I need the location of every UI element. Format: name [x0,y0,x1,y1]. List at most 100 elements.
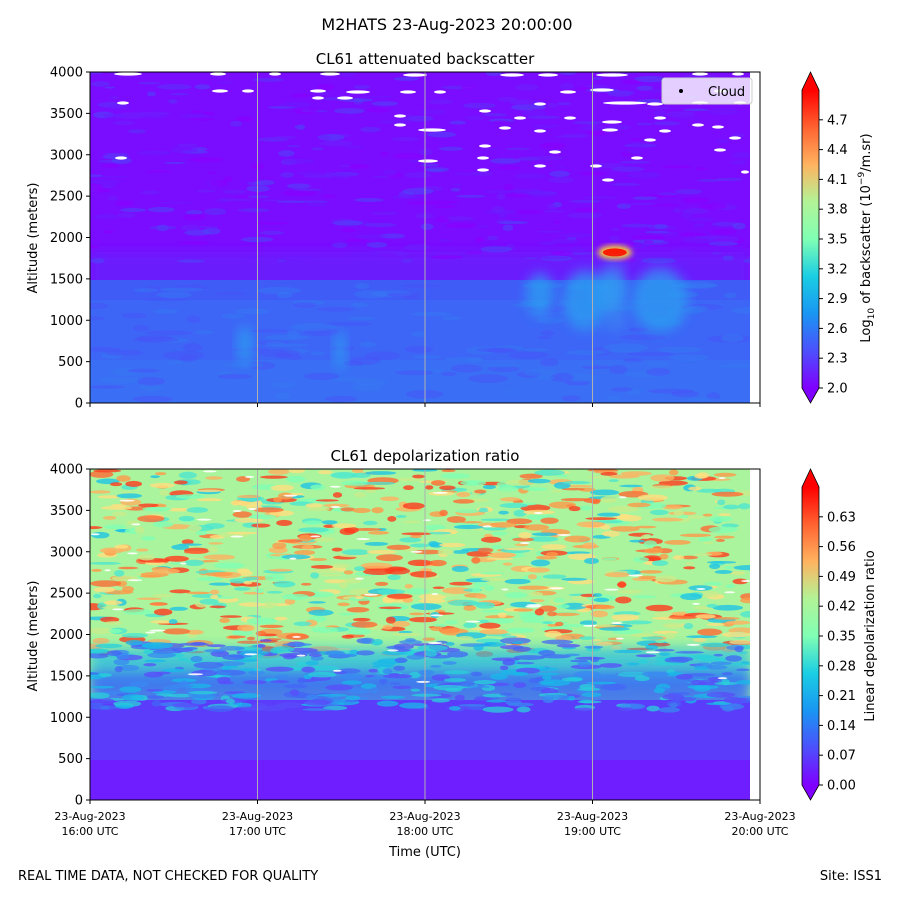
depolarization-texture [90,702,104,706]
depolarization-texture [725,584,736,589]
depolarization-texture [406,654,425,660]
backscatter-texture [468,374,509,383]
depolarization-texture [354,492,366,498]
missing-data-gap [210,72,226,76]
backscatter-texture [378,119,411,125]
depolarization-texture [93,586,116,593]
backscatter-texture [514,172,547,180]
depolarization-texture [439,542,466,548]
backscatter-texture [202,111,215,116]
backscatter-texture [182,343,203,352]
backscatter-texture [636,122,653,126]
depolarization-texture [516,661,535,665]
depolarization-texture [266,590,283,594]
backscatter-texture [674,188,703,195]
depolarization-texture [444,620,459,625]
backscatter-texture [354,289,389,299]
backscatter-texture [564,380,590,386]
backscatter-texture [275,392,291,400]
depolarization-y-label: Altitude (meters) [26,581,41,692]
depolarization-texture [714,570,733,574]
backscatter-texture [349,251,381,259]
backscatter-texture [90,245,99,249]
backscatter-texture [90,179,121,185]
backscatter-texture [681,196,710,204]
backscatter-texture [686,305,709,313]
backscatter-texture [482,113,507,117]
depolarization-texture [650,474,675,482]
backscatter-texture [274,135,297,140]
depolarization-texture [187,524,202,532]
depolarization-texture [683,566,696,570]
depolarization-texture [305,507,331,512]
backscatter-texture [366,241,388,248]
backscatter-texture [486,347,518,354]
depolarization-texture [274,616,288,621]
depolarization-texture [243,580,253,585]
depolarization-texture [621,620,653,625]
backscatter-texture [190,156,224,163]
depolarization-texture [260,606,275,609]
backscatter-colorbar-ticks: 2.0 2.3 2.6 2.9 3.2 3.5 3.8 4.1 4.4 4.7 [819,113,848,397]
depolarization-texture [499,503,529,509]
depolarization-texture [740,611,750,618]
backscatter-texture [524,257,538,260]
backscatter-heatmap [90,72,750,403]
backscatter-texture [216,81,236,84]
backscatter-texture [433,204,456,209]
depolarization-texture [663,539,691,545]
y-tick-label: 4000 [50,66,83,81]
depolarization-texture [243,680,267,685]
depolarization-texture [190,655,203,663]
depolarization-texture [311,626,339,633]
depolarization-texture [117,566,139,570]
depolarization-texture [389,682,401,685]
depolarization-texture [540,517,559,524]
depolarization-texture [475,638,504,644]
depolarization-texture [347,687,370,694]
depolarization-texture [706,622,725,626]
depolarization-texture [564,535,591,543]
missing-data-gap [741,579,750,582]
backscatter-texture [698,203,727,210]
depolarization-texture [573,707,595,712]
depolarization-texture [593,597,610,603]
backscatter-texture [94,213,120,220]
depolarization-texture [99,547,125,554]
missing-data-gap [310,535,321,538]
depolarization-texture [473,697,493,702]
depolarization-texture [478,509,489,513]
depolarization-texture [604,572,631,578]
backscatter-texture [642,106,671,110]
depolarization-texture [480,578,509,582]
backscatter-texture [541,210,567,213]
depolarization-texture [352,527,383,531]
backscatter-texture [180,224,200,231]
depolarization-texture [108,628,122,634]
backscatter-texture [147,206,175,213]
depolarization-texture [188,691,218,695]
depolarization-texture [497,485,518,492]
depolarization-texture [341,480,370,486]
backscatter-texture [316,92,330,96]
depolarization-texture [514,543,529,547]
depolarization-texture [103,600,123,605]
depolarization-texture [206,705,234,713]
backscatter-texture [202,227,221,235]
backscatter-texture [255,222,290,225]
backscatter-texture [616,203,632,209]
backscatter-texture [140,190,160,195]
depolarization-texture [102,515,117,520]
x-tick-date-label: 23-Aug-2023 [557,810,628,823]
depolarization-colorbar-ticks: 0.00 0.07 0.14 0.21 0.28 0.35 0.42 0.49 0.56 0.63 [819,510,856,794]
backscatter-texture [532,124,561,129]
depolarization-texture [479,622,501,629]
depolarization-texture [136,597,162,601]
backscatter-texture [537,230,564,233]
depolarization-texture [205,476,223,480]
depolarization-texture [248,514,277,520]
missing-data-gap [590,88,614,92]
backscatter-texture [683,108,710,112]
backscatter-texture [485,72,502,76]
depolarization-texture [695,614,716,619]
